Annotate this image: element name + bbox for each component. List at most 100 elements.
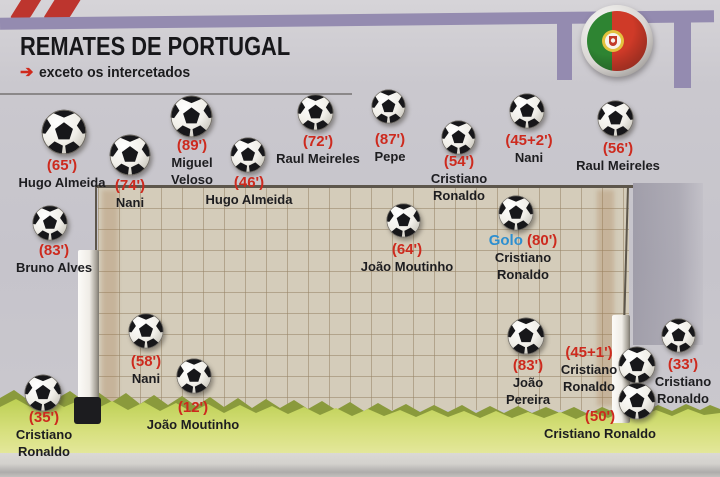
shot-player-name: Cristiano bbox=[430, 171, 488, 186]
shot-player-name: Ronaldo bbox=[657, 391, 709, 406]
shot-label: (56') Raul Meireles bbox=[576, 140, 660, 174]
goal-post-base bbox=[74, 397, 101, 424]
shot-minute: (80') bbox=[527, 232, 558, 249]
shot-minute: (46') bbox=[233, 174, 265, 191]
shot-minute: (58') bbox=[130, 353, 162, 370]
shot-minute: (56') bbox=[602, 140, 634, 157]
soccer-ball-icon bbox=[24, 374, 62, 412]
masthead-stripe bbox=[43, 0, 87, 18]
header-divider bbox=[0, 93, 352, 95]
page-subtitle: exceto os intercetados bbox=[39, 64, 191, 81]
shot-minute: (50') bbox=[584, 408, 616, 425]
purple-goal-leg-icon bbox=[557, 17, 572, 80]
shot-player-name: Ronaldo bbox=[18, 444, 70, 459]
shot-player-name: João Moutinho bbox=[360, 259, 454, 274]
shot-player-name: Pereira bbox=[505, 392, 551, 407]
paper-edge bbox=[0, 453, 720, 477]
shot-player-name: Miguel bbox=[171, 155, 213, 170]
shot-minute: (83') bbox=[512, 357, 544, 374]
shot-minute: (45+1') bbox=[565, 344, 613, 361]
shot-label: (65') Hugo Almeida bbox=[19, 157, 106, 191]
shot-player-name: Hugo Almeida bbox=[18, 175, 106, 190]
shot-minute: (65') bbox=[46, 157, 78, 174]
shot-minute: (45+2') bbox=[505, 132, 553, 149]
soccer-ball-icon bbox=[170, 95, 213, 138]
shot-minute: (12') bbox=[177, 399, 209, 416]
shot-label: (87') Pepe bbox=[374, 131, 405, 165]
shot-label: (72') Raul Meireles bbox=[276, 133, 360, 167]
shot-minute: (89') bbox=[176, 137, 208, 154]
subtitle-row: ➔ exceto os intercetados bbox=[20, 64, 202, 81]
shot-minute: (64') bbox=[391, 241, 423, 258]
shot-player-name: João bbox=[512, 375, 544, 390]
shot-player-name: Cristiano Ronaldo bbox=[544, 426, 656, 441]
shot-player-name: Cristiano bbox=[15, 427, 73, 442]
soccer-ball-icon bbox=[109, 134, 151, 176]
shot-label: (58') Nani bbox=[131, 353, 161, 387]
shot-label: (64') João Moutinho bbox=[361, 241, 453, 275]
soccer-ball-icon bbox=[230, 137, 266, 173]
shot-player-name: Nani bbox=[131, 371, 161, 386]
soccer-ball-icon bbox=[386, 203, 421, 238]
shot-player-name: Cristiano bbox=[494, 250, 552, 265]
goal-frame-left bbox=[95, 186, 97, 262]
shot-label: (54') Cristiano Ronaldo bbox=[431, 153, 487, 204]
purple-goal-leg-icon bbox=[674, 15, 691, 88]
shot-player-name: Ronaldo bbox=[496, 267, 549, 282]
shot-minute: (83') bbox=[38, 242, 70, 259]
shot-label: (83') Bruno Alves bbox=[16, 242, 92, 276]
soccer-ball-icon bbox=[371, 89, 406, 124]
shot-minute: (72') bbox=[302, 133, 334, 150]
shot-label: (46') Hugo Almeida bbox=[206, 174, 293, 208]
shot-label: (74') Nani bbox=[115, 177, 145, 211]
goal-post-left bbox=[78, 250, 99, 402]
masthead-stripe bbox=[9, 0, 47, 18]
soccer-ball-icon bbox=[41, 109, 87, 155]
shot-player-name: Raul Meireles bbox=[276, 151, 360, 166]
paper-shadow bbox=[633, 183, 703, 345]
shot-label: (12') João Moutinho bbox=[147, 399, 239, 433]
shot-player-name: Veloso bbox=[171, 172, 213, 187]
shot-minute: (54') bbox=[443, 153, 475, 170]
shot-minute: (35') bbox=[28, 409, 60, 426]
arrow-icon: ➔ bbox=[20, 63, 34, 81]
shot-minute: (33') bbox=[667, 356, 699, 373]
shot-player-name: Cristiano bbox=[654, 374, 712, 389]
shot-label: (45+2') Nani bbox=[505, 132, 552, 166]
shot-label: (50') Cristiano Ronaldo bbox=[544, 408, 656, 442]
net-shading bbox=[597, 190, 614, 406]
shot-player-name: Bruno Alves bbox=[15, 260, 93, 275]
shot-label: (33') Cristiano Ronaldo bbox=[655, 356, 711, 407]
shot-player-name: Hugo Almeida bbox=[205, 192, 293, 207]
shot-label: (45+1') Cristiano Ronaldo bbox=[561, 344, 617, 395]
shot-label: Golo (80') Cristiano Ronaldo bbox=[489, 232, 558, 283]
soccer-ball-icon bbox=[507, 317, 545, 355]
soccer-ball-icon bbox=[597, 100, 634, 137]
soccer-ball-icon bbox=[32, 205, 68, 241]
shot-player-name: João Moutinho bbox=[146, 417, 240, 432]
soccer-ball-icon bbox=[618, 346, 656, 384]
page-title: REMATES DE PORTUGAL bbox=[20, 31, 291, 61]
soccer-ball-icon bbox=[661, 318, 696, 353]
portugal-flag-ball-icon bbox=[580, 4, 654, 78]
goal-label: Golo bbox=[488, 232, 528, 249]
net-shading bbox=[102, 190, 118, 406]
shot-player-name: Nani bbox=[514, 150, 544, 165]
soccer-ball-icon bbox=[498, 195, 534, 231]
shot-label: (89') Miguel Veloso bbox=[171, 137, 213, 188]
goal-crossbar bbox=[96, 185, 633, 188]
shot-label: (83') João Pereira bbox=[506, 357, 550, 408]
shot-label: (35') Cristiano Ronaldo bbox=[16, 409, 72, 460]
shot-player-name: Pepe bbox=[374, 149, 406, 164]
soccer-ball-icon bbox=[509, 93, 545, 129]
soccer-ball-icon bbox=[441, 120, 476, 155]
shot-minute: (74') bbox=[114, 177, 146, 194]
soccer-ball-icon bbox=[128, 313, 164, 349]
shot-player-name: Ronaldo bbox=[433, 188, 485, 203]
shot-player-name: Raul Meireles bbox=[576, 158, 660, 173]
shot-player-name: Cristiano bbox=[560, 362, 618, 377]
shot-minute: (87') bbox=[374, 131, 406, 148]
shot-player-name: Ronaldo bbox=[563, 379, 615, 394]
soccer-ball-icon bbox=[176, 358, 212, 394]
